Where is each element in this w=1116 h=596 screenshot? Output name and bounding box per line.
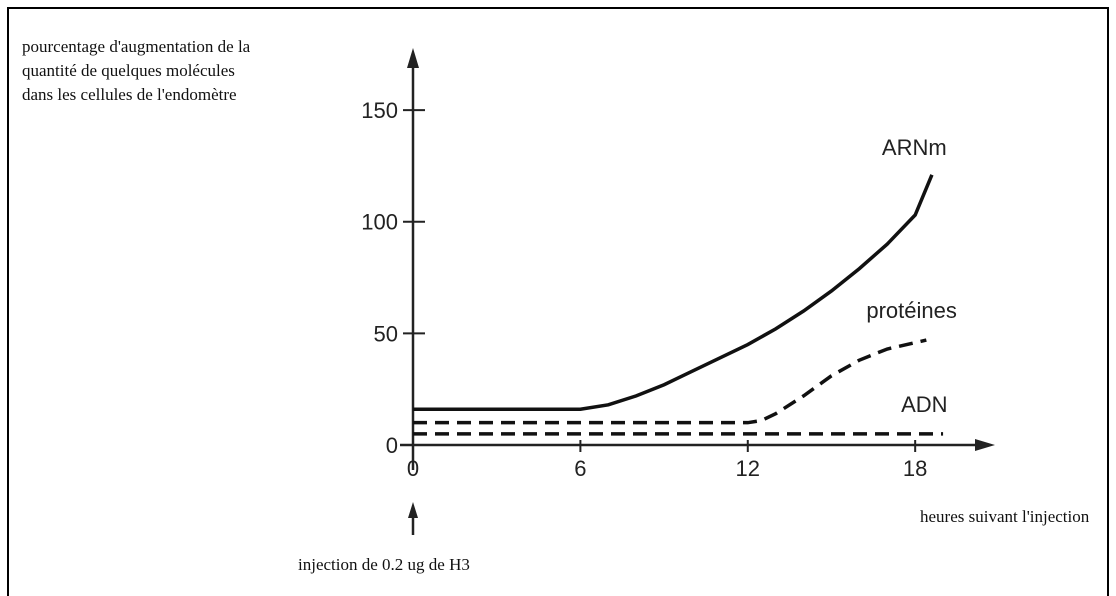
x-arrowhead — [975, 439, 995, 451]
y-tick-label: 100 — [361, 210, 398, 235]
series-label: ARNm — [882, 135, 947, 160]
y-tick-label: 150 — [361, 98, 398, 123]
data-line — [413, 338, 927, 425]
axes — [400, 58, 985, 535]
y-axis-label: dans les cellules de l'endomètre — [22, 85, 237, 104]
y-tick-label: 50 — [374, 321, 398, 346]
y-arrowhead — [407, 48, 419, 68]
x-axis-label: heures suivant l'injection — [920, 507, 1090, 526]
x-tick-label: 18 — [903, 456, 927, 481]
x-tick-label: 12 — [736, 456, 760, 481]
x-tick-label: 6 — [574, 456, 586, 481]
y-axis-label: quantité de quelques molécules — [22, 61, 235, 80]
x-tick-label: 0 — [407, 456, 419, 481]
arrowheads — [407, 48, 995, 518]
data-line — [413, 174, 934, 412]
series-label: ADN — [901, 392, 947, 417]
frame — [7, 7, 1109, 596]
annotation: injection de 0.2 ug de H3 — [298, 555, 470, 574]
series-label: protéines — [866, 298, 957, 323]
y-tick-label: 0 — [386, 433, 398, 458]
injection-arrowhead — [408, 502, 418, 518]
y-axis-label: pourcentage d'augmentation de la — [22, 37, 251, 56]
